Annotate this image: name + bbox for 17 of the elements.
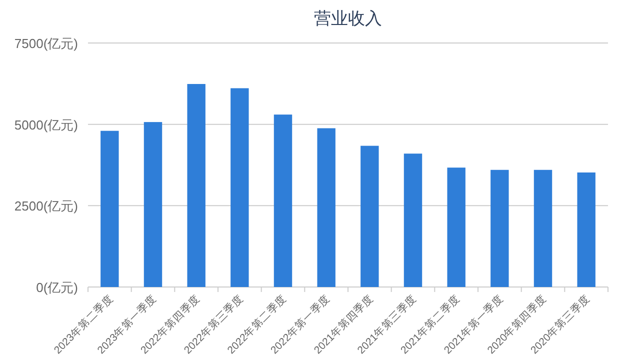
y-tick-label: 2500(亿元) bbox=[14, 198, 78, 214]
bar bbox=[144, 122, 162, 287]
bar bbox=[534, 170, 552, 287]
y-tick-label: 7500(亿元) bbox=[14, 36, 78, 51]
bar bbox=[187, 84, 206, 287]
y-tick-label: 0(亿元) bbox=[36, 280, 78, 295]
bar bbox=[274, 114, 292, 287]
bar bbox=[230, 88, 249, 287]
bar bbox=[317, 128, 336, 287]
y-tick-label: 5000(亿元) bbox=[14, 117, 78, 132]
bar bbox=[447, 168, 466, 287]
bar bbox=[100, 130, 119, 287]
bar bbox=[404, 154, 422, 287]
bar bbox=[577, 172, 596, 287]
bar bbox=[360, 146, 379, 287]
bar bbox=[490, 170, 509, 287]
chart-title: 营业收入 bbox=[314, 9, 382, 28]
